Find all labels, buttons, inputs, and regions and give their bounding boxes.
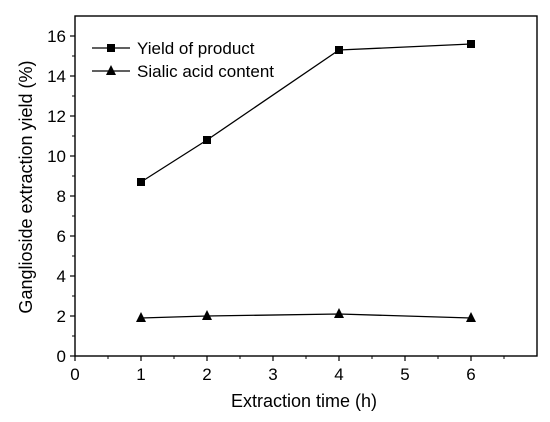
data-point [203,136,211,144]
y-tick-label: 10 [47,147,66,166]
x-tick-label: 5 [400,365,409,384]
series-layer [136,40,476,322]
x-tick-label: 6 [466,365,475,384]
x-axis-ticks: 0 1 2 3 4 5 6 [70,356,505,384]
x-tick-label: 3 [268,365,277,384]
legend-label-yield: Yield of product [137,39,255,58]
data-point [466,312,476,322]
data-point [202,310,212,320]
x-axis-title: Extraction time (h) [231,391,377,411]
legend-marker [107,44,115,52]
y-tick-label: 14 [47,67,66,86]
series-line [140,43,472,183]
y-tick-label: 6 [57,227,66,246]
y-tick-label: 0 [57,347,66,366]
data-point [137,178,145,186]
y-tick-label: 4 [57,267,66,286]
data-point [467,40,475,48]
data-point [335,46,343,54]
series-1 [137,40,475,186]
y-axis-title: Ganglioside extraction yield (%) [16,60,36,313]
legend: Yield of product Sialic acid content [92,39,274,81]
x-tick-label: 0 [70,365,79,384]
y-tick-label: 2 [57,307,66,326]
x-tick-label: 2 [202,365,211,384]
y-axis-ticks: 0 2 4 6 8 10 12 14 16 [47,27,75,366]
y-tick-label: 12 [47,107,66,126]
x-tick-label: 1 [136,365,145,384]
y-tick-label: 16 [47,27,66,46]
data-point [334,308,344,318]
legend-label-sialic: Sialic acid content [137,62,274,81]
legend-marker [106,65,116,75]
series-line [140,313,472,319]
series-2 [136,308,476,322]
x-tick-label: 4 [334,365,343,384]
data-point [136,312,146,322]
y-tick-label: 8 [57,187,66,206]
